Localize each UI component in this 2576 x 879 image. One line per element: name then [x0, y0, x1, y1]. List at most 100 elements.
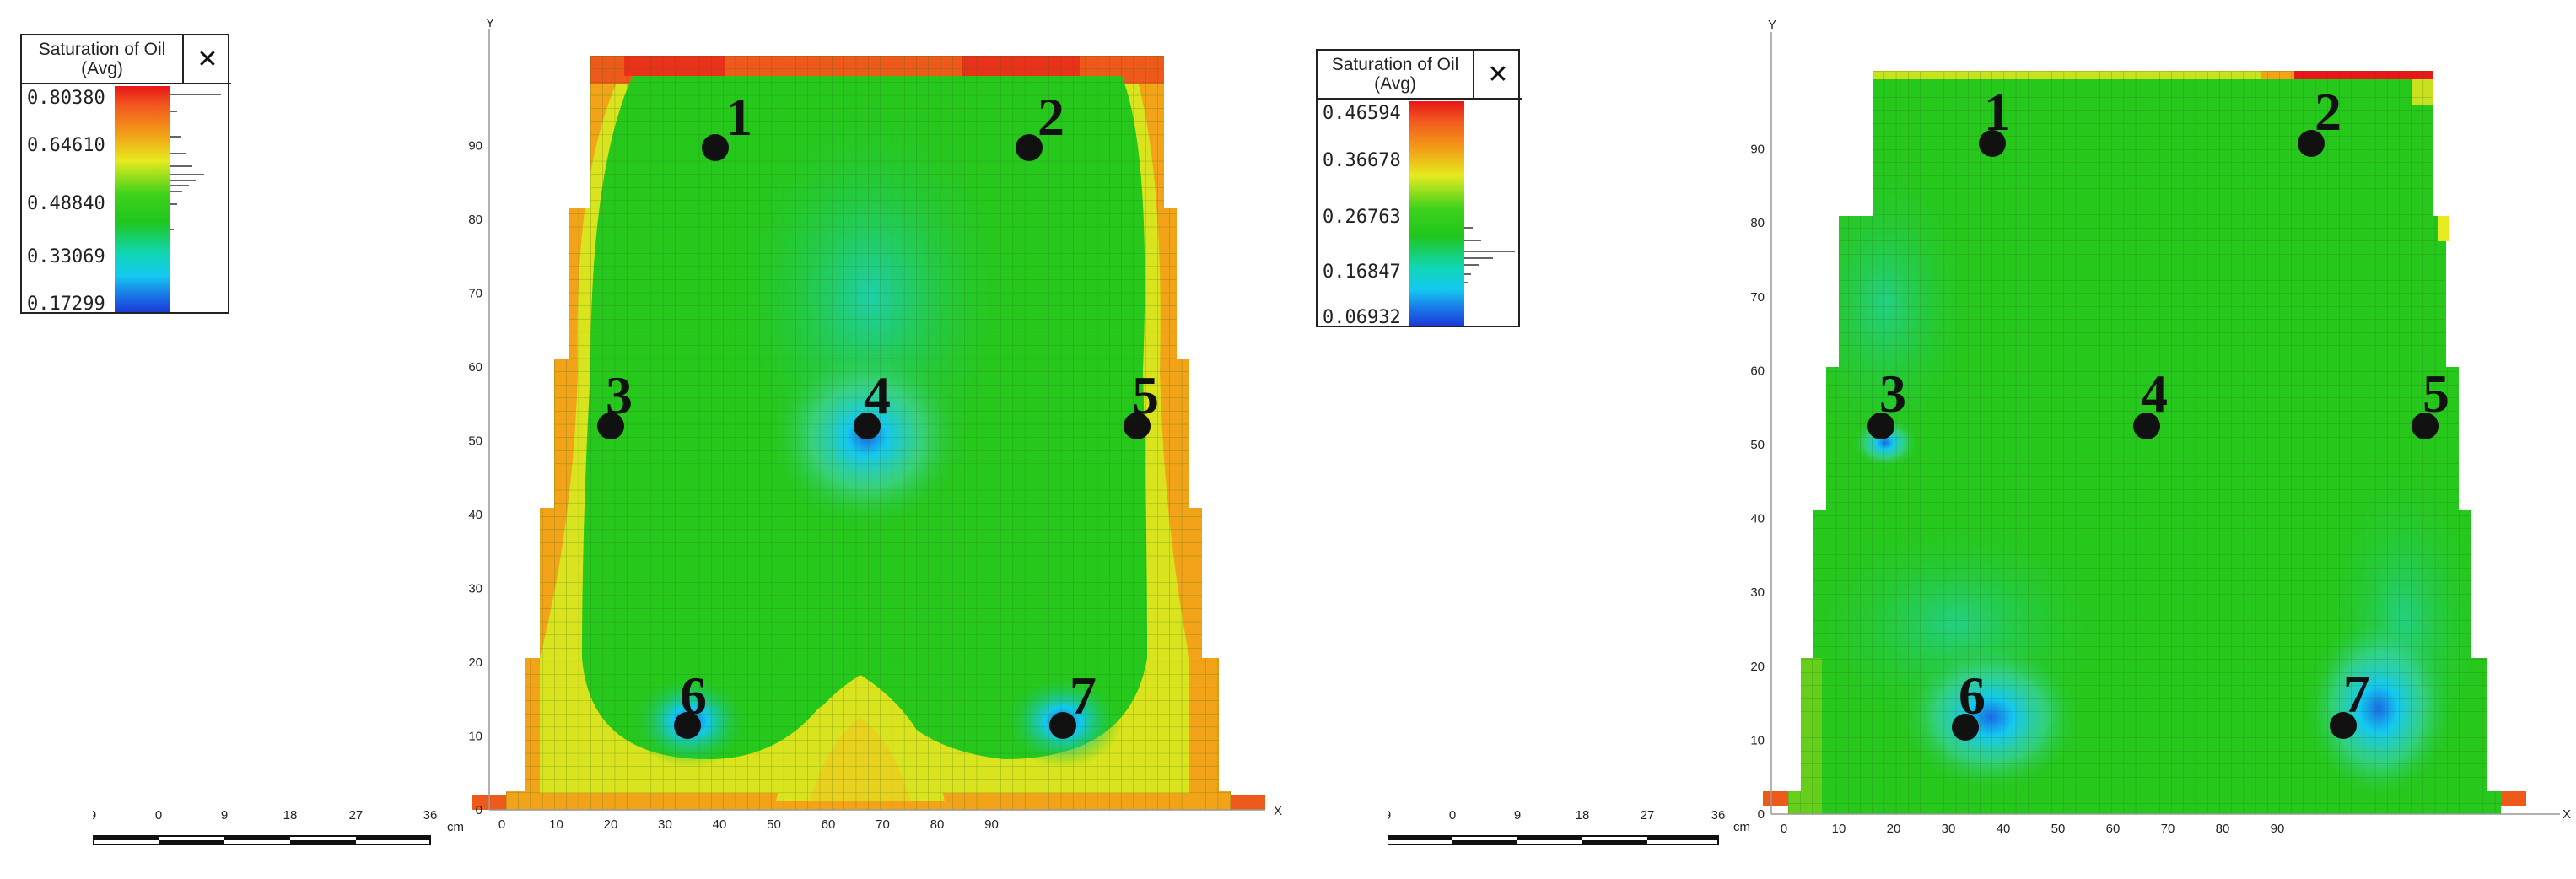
x-tick-label: 20	[604, 817, 618, 832]
saturation-map-right[interactable]: 0 10 20 30 40 50 60 70 80 90 0102030405060708090 …	[1738, 17, 2573, 860]
edge-cell	[2501, 791, 2526, 806]
y-tick-label: 20	[1750, 660, 1765, 674]
scale-label: 9	[1388, 808, 1391, 822]
well-4[interactable]: 4	[854, 365, 891, 440]
y-tick-label: 80	[468, 213, 482, 227]
well-5[interactable]: 5	[2412, 364, 2449, 440]
x-tick-label: 60	[822, 817, 836, 832]
x-tick-label: 50	[767, 817, 781, 832]
x-tick-label: 10	[549, 817, 563, 832]
y-tick-label: 50	[1750, 438, 1765, 452]
scale-unit: cm	[1733, 820, 1750, 834]
x-tick-label: 90	[2271, 822, 2285, 836]
well-5[interactable]: 5	[1124, 365, 1159, 440]
legend-tick: 0.33069	[27, 246, 105, 267]
legend-title: Saturation of Oil (Avg)	[22, 35, 184, 84]
x-tick-label: 0	[498, 817, 505, 832]
well-label: 3	[1879, 364, 1906, 423]
y-tick-label: 40	[1750, 512, 1765, 526]
legend-panel-right[interactable]: Saturation of Oil (Avg) ✕ 0.46594 0.3667…	[1316, 49, 1522, 328]
axes: 0 10 20 30 40 50 60 70 80 90 0102030405060708090 …	[1750, 18, 2571, 836]
legend-title-line1: Saturation of Oil	[1331, 55, 1459, 74]
y-tick-label: 60	[1750, 364, 1765, 378]
edge-cell	[1763, 791, 1788, 806]
y-tick-label: 0	[1758, 807, 1765, 822]
x-axis-label: X	[2563, 807, 2571, 822]
edge-cell	[2438, 216, 2449, 241]
well-label: 2	[2315, 82, 2342, 142]
scale-label: 27	[1641, 808, 1655, 822]
scale-label: 36	[1711, 808, 1726, 822]
well-4[interactable]: 4	[2133, 364, 2168, 440]
well-6[interactable]: 6	[674, 666, 707, 739]
x-tick-label: 80	[930, 817, 945, 832]
edge-cell	[1231, 795, 1265, 810]
y-tick-label: 70	[468, 287, 482, 301]
x-tick-label: 50	[2051, 822, 2066, 836]
x-tick-label: 80	[2216, 822, 2230, 836]
y-tick-label: 10	[468, 730, 482, 744]
well-label: 6	[1959, 666, 1986, 725]
well-3[interactable]: 3	[597, 365, 633, 440]
scale-label: 9	[1514, 808, 1521, 822]
legend-histogram	[170, 94, 221, 230]
y-tick-label: 90	[468, 139, 482, 154]
legend-color-bar	[115, 86, 170, 312]
well-6[interactable]: 6	[1952, 666, 1986, 741]
scale-label: 0	[155, 808, 162, 822]
x-tick-label: 60	[2106, 822, 2121, 836]
wells: 1 2 3 4 5 6 7	[1867, 82, 2449, 741]
y-axis-label: Y	[486, 17, 494, 30]
legend-tick: 0.80380	[27, 88, 105, 109]
scale-label: 9	[93, 808, 96, 822]
y-tick-label: 70	[1750, 290, 1765, 305]
scale-label: 36	[423, 808, 438, 822]
well-7[interactable]: 7	[2330, 664, 2370, 739]
scale-bar-right: 9 0 9 18 27 36 cm	[1384, 806, 1750, 848]
saturation-map-left[interactable]: 0 10 20 30 40 50 60 70 80 90 0102030405060708090 …	[455, 17, 1282, 860]
close-icon[interactable]: ✕	[184, 35, 231, 84]
x-tick-label: 90	[984, 817, 999, 832]
wells: 1 2 3 4 5 6 7	[597, 87, 1159, 739]
scale-unit: cm	[447, 820, 464, 834]
well-label: 1	[725, 87, 752, 147]
legend-title-line2: (Avg)	[1374, 74, 1416, 94]
x-tick-label: 30	[1942, 822, 1956, 836]
well-1[interactable]: 1	[702, 87, 752, 161]
x-tick-label: 70	[2161, 822, 2175, 836]
well-1[interactable]: 1	[1979, 82, 2011, 157]
y-tick-label: 30	[468, 582, 482, 596]
well-3[interactable]: 3	[1867, 364, 1906, 440]
well-label: 2	[1037, 87, 1064, 147]
scale-label: 0	[1449, 808, 1456, 822]
legend-tick: 0.26763	[1323, 207, 1401, 228]
scale-label: 18	[1576, 808, 1590, 822]
legend-tick: 0.48840	[27, 193, 105, 214]
well-label: 3	[606, 365, 633, 425]
x-tick-label: 70	[876, 817, 890, 832]
legend-ticks: 0.80380 0.64610 0.48840 0.33069 0.17299	[27, 86, 137, 315]
well-label: 5	[1132, 365, 1159, 425]
legend-histogram	[1464, 227, 1515, 283]
well-2[interactable]: 2	[2298, 82, 2342, 157]
x-tick-label: 40	[1997, 822, 2011, 836]
y-tick-label: 80	[1750, 216, 1765, 230]
legend-tick: 0.46594	[1323, 103, 1401, 124]
y-tick-label: 30	[1750, 585, 1765, 600]
well-7[interactable]: 7	[1049, 666, 1097, 739]
legend-color-bar	[1409, 101, 1464, 326]
y-axis-label: Y	[1768, 18, 1776, 32]
well-2[interactable]: 2	[1016, 87, 1064, 161]
x-axis-label: X	[1274, 804, 1282, 818]
legend-tick: 0.06932	[1323, 307, 1401, 328]
legend-tick: 0.17299	[27, 294, 105, 315]
legend-title-line1: Saturation of Oil	[38, 40, 166, 59]
well-label: 4	[2141, 364, 2168, 423]
close-icon[interactable]: ✕	[1474, 51, 1522, 100]
legend-ticks: 0.46594 0.36678 0.26763 0.16847 0.06932	[1323, 101, 1432, 328]
well-label: 6	[680, 666, 707, 725]
x-tick-label: 20	[1887, 822, 1901, 836]
x-tick-label: 0	[1781, 822, 1787, 836]
y-tick-label: 10	[1750, 733, 1765, 747]
legend-panel-left[interactable]: Saturation of Oil (Avg) ✕ 0.80380 0.6461…	[20, 34, 231, 315]
